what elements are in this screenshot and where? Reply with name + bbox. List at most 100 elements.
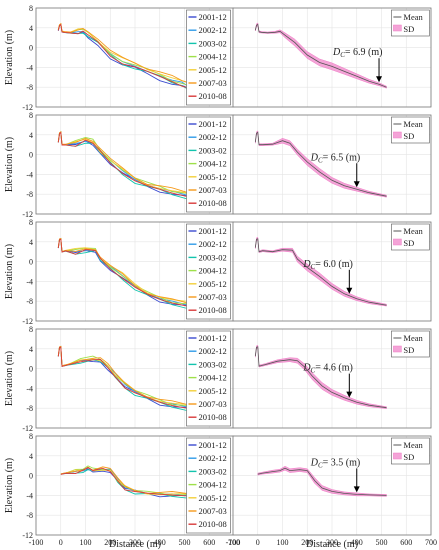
x-tick-label: 400	[351, 538, 363, 547]
sd-band	[255, 130, 387, 198]
legend-entry-2007-03: 2007-03	[198, 506, 226, 516]
y-tick-label: -4	[26, 277, 33, 286]
series-line-2005-12	[60, 466, 190, 495]
x-tick-label: -100	[226, 538, 241, 547]
legend-entry-mean: Mean	[403, 440, 423, 450]
legend-entry-2005-12: 2005-12	[198, 386, 226, 396]
legend-entry-sd: SD	[403, 238, 414, 248]
legend-entry-2004-12: 2004-12	[198, 373, 226, 383]
legend-entry-2001-12: 2001-12	[198, 440, 226, 450]
sd-band	[255, 344, 387, 409]
x-tick-label: 300	[129, 538, 141, 547]
x-tick-label: 0	[256, 538, 260, 547]
mean-line	[254, 346, 387, 409]
y-tick-label: -12	[22, 317, 33, 326]
legend-entry-2007-03: 2007-03	[198, 292, 226, 302]
y-axis-label: Elevation (m)	[4, 458, 15, 513]
x-tick-label: 200	[104, 538, 116, 547]
legend-entry-2007-03: 2007-03	[198, 399, 226, 409]
x-tick-label: 500	[179, 538, 191, 547]
y-tick-label: 0	[29, 258, 33, 267]
sd-band	[257, 465, 387, 497]
panel-4-series: -12 -8 -4 0 4 8 2001-12 2002-12 2003-02 2004-12 20…	[22, 325, 235, 433]
x-tick-label: 300	[326, 538, 338, 547]
y-tick-label: 0	[29, 472, 33, 481]
y-tick-label: -8	[26, 297, 33, 306]
y-tick-label: -8	[26, 511, 33, 520]
mean-line	[254, 238, 387, 306]
y-tick-label: -12	[22, 424, 33, 433]
legend-box	[186, 223, 231, 320]
axes-frame	[232, 7, 432, 108]
y-tick-label: 8	[29, 111, 33, 120]
axes-frame	[232, 114, 432, 215]
y-tick-label: 8	[29, 4, 33, 13]
legend-entry-2003-02: 2003-02	[198, 38, 226, 48]
panel-3-mean-sd: DC= 6.0 (m) Mean SD	[232, 221, 432, 322]
series-line-2007-03	[60, 466, 190, 495]
dc-arrow-head	[353, 486, 360, 493]
dc-annotation: DC= 6.0 (m)	[302, 259, 352, 271]
panel-2-mean-sd: DC= 6.5 (m) Mean SD	[232, 114, 432, 215]
x-axis-label-right: Distance (m)	[306, 539, 358, 550]
panel-1-series: -12 -8 -4 0 4 8 2001-12 2002-12 2003-02 2004-12 20…	[22, 4, 235, 112]
legend-entry-mean: Mean	[403, 226, 423, 236]
sd-band	[255, 236, 387, 307]
axes-frame	[232, 221, 432, 322]
legend-entry-2004-12: 2004-12	[198, 480, 226, 490]
legend-entry-2007-03: 2007-03	[198, 78, 226, 88]
legend-entry-sd: SD	[403, 24, 414, 34]
legend-entry-2001-12: 2001-12	[198, 12, 226, 22]
dc-arrow-head	[353, 181, 360, 188]
mean-line	[254, 131, 387, 197]
legend-box	[186, 9, 231, 106]
x-tick-label: 600	[203, 538, 215, 547]
legend-entry-sd: SD	[403, 345, 414, 355]
series-line-2010-08	[57, 131, 190, 198]
y-tick-label: 4	[29, 24, 33, 33]
y-tick-label: 4	[29, 238, 33, 247]
legend-entry-2002-12: 2002-12	[198, 239, 226, 249]
legend-box	[186, 116, 231, 213]
x-tick-label: 200	[301, 538, 313, 547]
y-tick-label: -8	[26, 190, 33, 199]
legend-entry-2007-03: 2007-03	[198, 185, 226, 195]
y-tick-label: -4	[26, 384, 33, 393]
panel-4-mean-sd: DC= 4.6 (m) Mean SD	[232, 328, 432, 429]
x-tick-label: 100	[80, 538, 92, 547]
series-line-2010-08	[57, 238, 190, 308]
legend-entry-2005-12: 2005-12	[198, 172, 226, 182]
mean-line	[254, 23, 387, 88]
legend-box	[391, 330, 430, 358]
y-tick-label: -12	[22, 531, 33, 540]
legend-entry-2010-08: 2010-08	[198, 305, 226, 315]
y-tick-label: -8	[26, 404, 33, 413]
legend-entry-2010-08: 2010-08	[198, 198, 226, 208]
mean-line	[257, 467, 387, 496]
legend-swatch-sd	[393, 24, 402, 32]
x-axis-label-left: Distance (m)	[109, 539, 161, 550]
legend-entry-2004-12: 2004-12	[198, 52, 226, 62]
panel-3-series: -12 -8 -4 0 4 8 2001-12 2002-12 2003-02 2004-12 20…	[22, 218, 235, 326]
y-tick-label: -4	[26, 491, 33, 500]
legend-box	[391, 116, 430, 144]
y-axis-label: Elevation (m)	[4, 244, 15, 299]
legend-entry-2002-12: 2002-12	[198, 25, 226, 35]
legend-swatch-sd	[393, 131, 402, 139]
dc-annotation: DC= 6.9 (m)	[332, 47, 382, 59]
y-tick-label: 4	[29, 345, 33, 354]
legend-swatch-sd	[393, 345, 402, 353]
x-tick-label: -100	[29, 538, 44, 547]
x-tick-label: 500	[376, 538, 388, 547]
legend-entry-2003-02: 2003-02	[198, 466, 226, 476]
y-tick-label: -4	[26, 63, 33, 72]
legend-entry-2001-12: 2001-12	[198, 226, 226, 236]
legend-entry-2003-02: 2003-02	[198, 359, 226, 369]
legend-box	[391, 223, 430, 251]
x-tick-label: 400	[154, 538, 166, 547]
sd-band	[255, 22, 387, 89]
y-axis-label: Elevation (m)	[4, 30, 15, 85]
y-tick-label: -12	[22, 103, 33, 112]
legend-entry-2005-12: 2005-12	[198, 65, 226, 75]
x-tick-label: 0	[59, 538, 63, 547]
